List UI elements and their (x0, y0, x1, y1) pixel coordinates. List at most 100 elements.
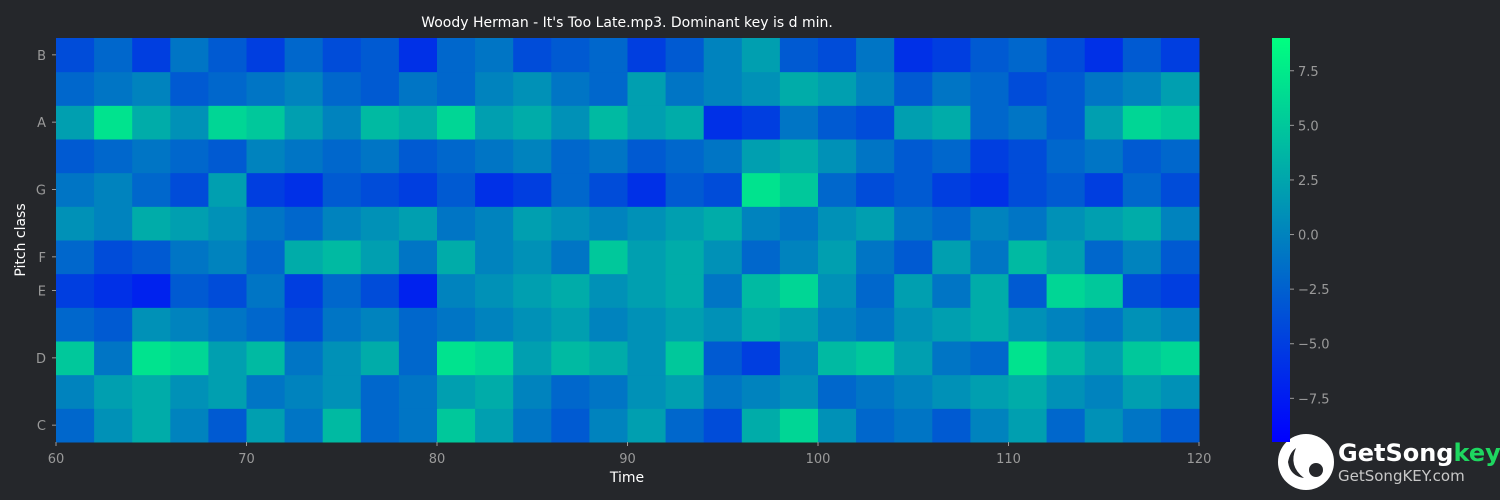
colorbar-tick-label: 7.5 (1298, 65, 1319, 80)
heatmap-cell (322, 105, 362, 140)
heatmap-cell (170, 105, 209, 140)
heatmap-cell (970, 206, 1009, 241)
heatmap-cell (1084, 307, 1124, 342)
colorbar-tick-label: −5.0 (1298, 338, 1330, 353)
heatmap-cell (1046, 206, 1086, 241)
heatmap-cell (132, 38, 171, 73)
heatmap-cell (1084, 105, 1124, 140)
heatmap-cell (94, 105, 133, 140)
heatmap-cell (589, 341, 628, 376)
heatmap-cell (56, 172, 95, 207)
heatmap-cell (818, 273, 857, 308)
heatmap-cell (779, 172, 819, 207)
heatmap-cell (208, 105, 247, 140)
heatmap-cell (398, 240, 438, 275)
heatmap-cell (551, 172, 590, 207)
heatmap-cell (589, 307, 628, 342)
y-tick-label: F (39, 251, 46, 266)
heatmap-cell (1160, 307, 1200, 342)
heatmap-cell (932, 38, 971, 73)
heatmap-cell (1008, 341, 1048, 376)
heatmap-cell (894, 307, 933, 342)
heatmap-cell (132, 408, 171, 443)
heatmap-cell (208, 240, 247, 275)
heatmap-cell (322, 374, 362, 409)
heatmap-cell (246, 206, 286, 241)
heatmap-cell (246, 341, 286, 376)
heatmap-cell (1046, 307, 1086, 342)
heatmap-cell (360, 38, 400, 73)
heatmap-cell (398, 341, 438, 376)
heatmap-cell (932, 374, 971, 409)
heatmap-cell (1122, 374, 1162, 409)
heatmap-cell (856, 374, 895, 409)
logo-accent: key (1454, 439, 1500, 467)
heatmap-cell (1084, 374, 1124, 409)
heatmap-cell (741, 206, 781, 241)
heatmap-cell (1008, 105, 1048, 140)
colorbar-tick-label: −2.5 (1298, 283, 1330, 298)
heatmap-cell (208, 206, 247, 241)
colorbar-tick-label: 0.0 (1298, 229, 1319, 244)
heatmap-cell (360, 273, 400, 308)
heatmap-cell (56, 240, 95, 275)
heatmap-cell (1008, 307, 1048, 342)
heatmap-cell (246, 374, 286, 409)
heatmap-cell (1084, 341, 1124, 376)
heatmap-cell (56, 38, 95, 73)
heatmap-cell (856, 408, 895, 443)
heatmap-cell (437, 139, 476, 174)
heatmap-cell (1046, 139, 1086, 174)
heatmap-cell (1122, 307, 1162, 342)
heatmap-cell (894, 273, 933, 308)
logo-url: GetSongKEY.com (1338, 467, 1465, 485)
heatmap-cell (627, 206, 667, 241)
heatmap-cell (322, 206, 362, 241)
heatmap-cell (284, 341, 324, 376)
heatmap-cell (437, 307, 476, 342)
heatmap-cell (703, 139, 743, 174)
heatmap-cell (170, 341, 209, 376)
heatmap-cell (360, 341, 400, 376)
heatmap-cell (894, 105, 933, 140)
heatmap-cell (551, 38, 590, 73)
heatmap-cell (1122, 172, 1162, 207)
x-tick-label: 70 (238, 452, 255, 467)
heatmap-cell (246, 71, 286, 106)
heatmap-cell (627, 341, 667, 376)
heatmap-cell (589, 71, 628, 106)
heatmap-cell (818, 240, 857, 275)
heatmap-cell (322, 341, 362, 376)
heatmap-cell (513, 273, 552, 308)
heatmap-cell (970, 38, 1009, 73)
heatmap-cell (589, 206, 628, 241)
heatmap-cell (856, 341, 895, 376)
heatmap-cell (703, 307, 743, 342)
heatmap-cell (513, 71, 552, 106)
heatmap-cell (284, 38, 324, 73)
heatmap-cell (94, 341, 133, 376)
heatmap-cell (818, 172, 857, 207)
heatmap-cell (856, 273, 895, 308)
heatmap-cell (627, 240, 667, 275)
heatmap-cell (208, 341, 247, 376)
heatmap-cell (513, 341, 552, 376)
heatmap-cell (475, 273, 514, 308)
heatmap-cell (1160, 139, 1200, 174)
heatmap-cell (246, 38, 286, 73)
heatmap-cell (170, 139, 209, 174)
heatmap-cell (94, 240, 133, 275)
y-axis-label: Pitch class (13, 203, 29, 276)
heatmap-cell (1084, 172, 1124, 207)
heatmap-cell (475, 206, 514, 241)
heatmap-cell (703, 71, 743, 106)
heatmap-cell (818, 105, 857, 140)
heatmap-cell (284, 105, 324, 140)
heatmap-cell (627, 172, 667, 207)
heatmap-cell (132, 105, 171, 140)
heatmap-cell (894, 172, 933, 207)
heatmap-cell (818, 341, 857, 376)
heatmap-cell (398, 273, 438, 308)
heatmap-cell (513, 408, 552, 443)
